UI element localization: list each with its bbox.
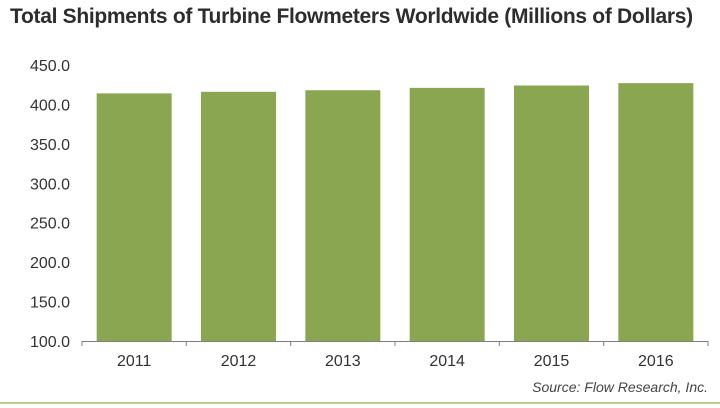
source-note: Source: Flow Research, Inc. — [532, 379, 708, 395]
bar-2011 — [96, 93, 172, 341]
bottom-divider — [0, 402, 720, 404]
x-axis-tick-labels: 2011 2012 2013 2014 2015 2016 — [117, 353, 674, 370]
y-tick-label: 200.0 — [30, 255, 70, 272]
y-tick-label: 250.0 — [30, 216, 70, 233]
x-tick-label: 2016 — [638, 353, 674, 370]
y-tick-label: 350.0 — [30, 137, 70, 154]
y-tick-label: 100.0 — [30, 334, 70, 351]
bar-2015 — [514, 85, 589, 341]
x-axis-tick-marks — [81, 341, 709, 346]
x-tick-label: 2014 — [429, 353, 465, 370]
x-tick-label: 2015 — [534, 353, 570, 370]
bar-2016 — [618, 83, 694, 341]
x-tick-label: 2011 — [117, 353, 152, 370]
bars — [96, 83, 694, 342]
x-tick-label: 2013 — [325, 353, 361, 370]
y-tick-label: 400.0 — [30, 97, 70, 114]
chart-title: Total Shipments of Turbine Flowmeters Wo… — [10, 5, 693, 28]
x-tick-label: 2012 — [221, 353, 257, 370]
y-axis-tick-labels: 100.0 150.0 200.0 250.0 300.0 350.0 400.0 450.0 — [30, 58, 70, 351]
y-tick-label: 150.0 — [30, 295, 70, 312]
y-tick-label: 300.0 — [30, 176, 70, 193]
bar-2012 — [201, 91, 276, 341]
bar-2014 — [409, 87, 485, 342]
bar-2013 — [305, 90, 381, 341]
y-tick-label: 450.0 — [30, 58, 70, 75]
